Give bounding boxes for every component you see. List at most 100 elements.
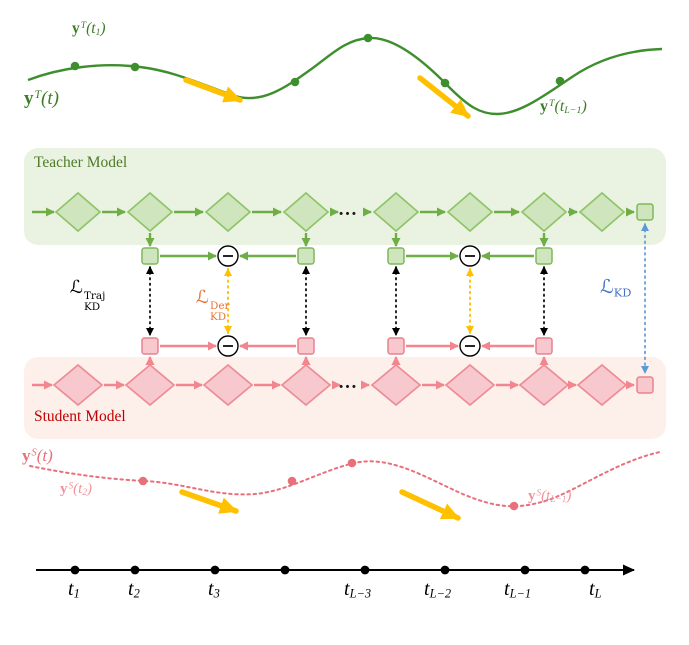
minus-operator-icon: [459, 245, 481, 267]
label-text: ℒ: [70, 277, 83, 298]
axis-tick-t3: t3: [208, 578, 220, 601]
label-sub: KD: [613, 285, 632, 300]
label-text: y: [24, 88, 34, 109]
label-sub: L−1: [564, 105, 582, 117]
label-sub: L: [594, 586, 602, 601]
label-text: ℒ: [196, 287, 209, 308]
loss-arrows: [146, 223, 649, 374]
axis-tick-tL2: tL−2: [424, 578, 451, 601]
time-axis-tick-dot: [130, 565, 140, 575]
teacher-curve-label-t: yT(t): [24, 88, 59, 110]
loss-der-label: ℒ Der KD: [196, 287, 230, 324]
time-axis-tick-dot: [580, 565, 590, 575]
loss-traj-label: ℒ Traj KD: [70, 277, 105, 314]
label-sub: L−3: [349, 586, 372, 601]
label-sup: T: [34, 88, 42, 102]
label-text: ℒ: [600, 276, 614, 298]
teacher-output-square: [387, 247, 405, 265]
teacher-output-row: [141, 233, 553, 267]
teacher-model-label: Teacher Model: [34, 154, 128, 171]
label-scripts: Der KD: [209, 299, 230, 324]
label-sup: S: [31, 447, 37, 459]
student-output-row: [141, 335, 553, 365]
label-text: ): [86, 481, 92, 497]
teacher-output-square: [297, 247, 315, 265]
time-axis-tick-dot: [280, 565, 290, 575]
teacher-derivative-arrow: [183, 77, 243, 103]
axis-tick-t2: t2: [128, 578, 140, 601]
teacher-chain: [32, 192, 654, 232]
student-output-square: [141, 337, 159, 355]
label-scripts: Traj KD: [83, 289, 106, 314]
label-sub: 2: [82, 488, 87, 499]
axis-tick-tL: tL: [589, 578, 601, 601]
student-trajectory-point: [509, 501, 519, 511]
label-text: t: [68, 578, 74, 600]
label-text: t: [344, 578, 350, 600]
teacher-model-box: [24, 148, 666, 245]
label-text: ): [100, 20, 106, 37]
student-chain: [32, 364, 654, 406]
axis-tick-t1: t1: [68, 578, 80, 601]
label-sub: 2: [133, 586, 140, 601]
teacher-curve-label-t1: yT(t1): [72, 20, 106, 38]
label-sub: L−2: [429, 586, 452, 601]
student-curve-label-tL1: yS(tL−1): [528, 488, 571, 505]
teacher-trajectory-point: [363, 33, 373, 43]
time-axis-tick-dot: [70, 565, 80, 575]
student-output-square: [535, 337, 553, 355]
label-text: t: [208, 578, 214, 600]
label-text: ): [566, 488, 572, 504]
student-trajectory-point: [347, 458, 357, 468]
teacher-trajectory-point: [70, 61, 80, 71]
axis-tick-tL3: tL−3: [344, 578, 371, 601]
label-text: (t: [554, 98, 565, 115]
time-axis-tick-dot: [440, 565, 450, 575]
label-text: (t): [41, 88, 59, 109]
teacher-output-square: [141, 247, 159, 265]
student-chain-ellipsis: …: [338, 372, 359, 393]
student-trajectory-point: [138, 476, 148, 486]
label-text: (t: [541, 488, 551, 504]
student-derivative-arrow: [399, 489, 461, 521]
label-text: t: [128, 578, 134, 600]
time-axis-tick-dot: [210, 565, 220, 575]
label-text: (t: [86, 20, 96, 37]
teacher-trajectory-point: [555, 76, 565, 86]
label-sub: 3: [213, 586, 220, 601]
label-text: y: [528, 488, 536, 504]
label-text: t: [589, 578, 595, 600]
minus-operator-icon: [459, 335, 481, 357]
teacher-trajectory-point: [290, 77, 300, 87]
label-sub: KD: [209, 311, 227, 324]
label-sub: KD: [83, 301, 101, 314]
student-derivative-arrow: [179, 489, 239, 514]
label-text: (t): [36, 446, 53, 465]
teacher-curve-label-tL1: yT(tL−1): [540, 98, 587, 116]
label-sup: T: [549, 98, 555, 110]
label-text: t: [424, 578, 430, 600]
minus-operator-icon: [217, 335, 239, 357]
teacher-trajectory-point: [440, 78, 450, 88]
label-sup: Der: [209, 299, 230, 312]
student-curve-label-t: yS(t): [22, 446, 53, 466]
label-text: y: [72, 20, 80, 37]
label-text: ): [581, 98, 587, 115]
student-trajectory: [29, 451, 661, 521]
label-sub: 1: [73, 586, 80, 601]
student-output-square: [387, 337, 405, 355]
label-text: t: [504, 578, 510, 600]
teacher-derivative-arrow: [417, 75, 471, 119]
axis-tick-tL1: tL−1: [504, 578, 531, 601]
student-model-label: Student Model: [34, 408, 126, 425]
time-axis-tick-dot: [520, 565, 530, 575]
minus-operator-icon: [217, 245, 239, 267]
teacher-trajectory-point: [130, 62, 140, 72]
label-sub: L−1: [509, 586, 532, 601]
label-text: y: [22, 446, 31, 465]
time-axis: [36, 564, 635, 576]
student-model-box: [24, 357, 666, 439]
student-curve-label-t2: yS(t2): [60, 481, 92, 498]
label-sup: Traj: [83, 289, 106, 302]
label-sup: T: [80, 20, 87, 32]
